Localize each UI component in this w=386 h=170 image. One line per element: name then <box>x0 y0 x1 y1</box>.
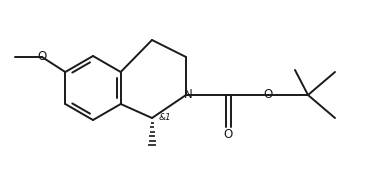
Text: N: N <box>184 89 192 101</box>
Text: O: O <box>223 128 233 141</box>
Text: O: O <box>37 50 47 64</box>
Text: O: O <box>263 89 273 101</box>
Text: &1: &1 <box>159 113 172 122</box>
